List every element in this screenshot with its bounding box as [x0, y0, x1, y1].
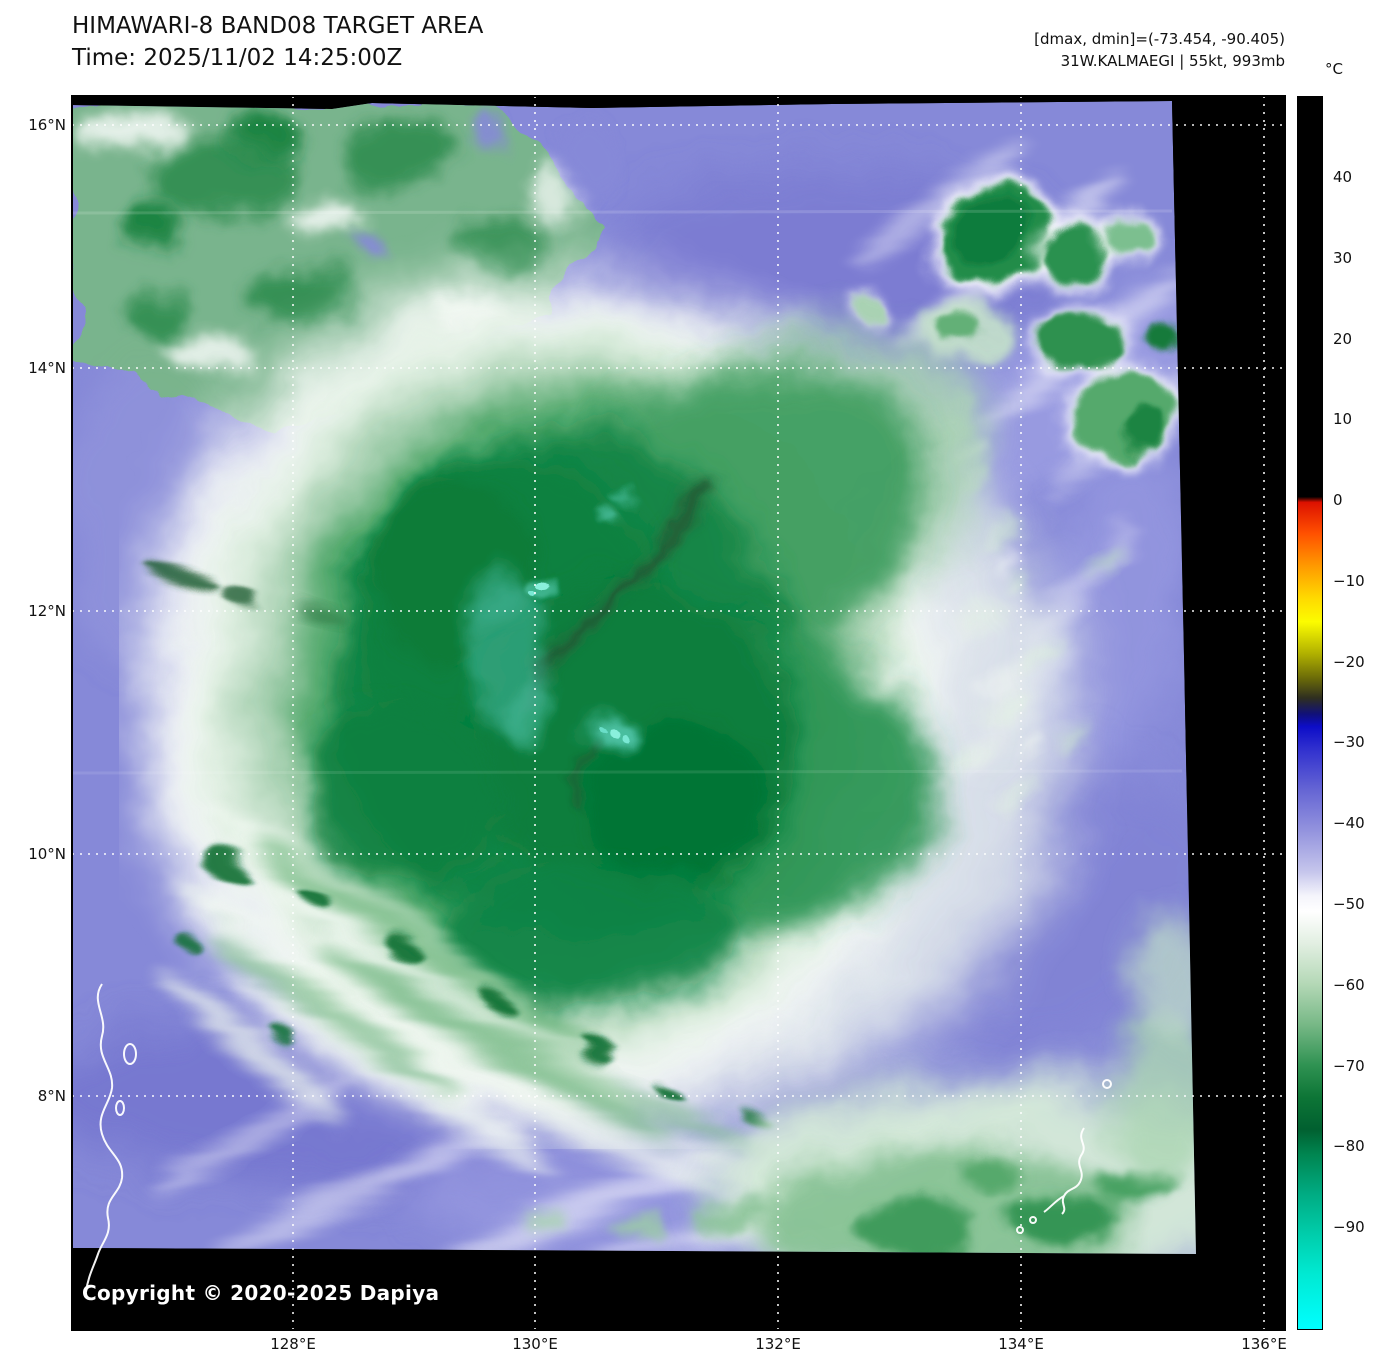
- coastline: [85, 983, 137, 1293]
- storm-info-annotation: 31W.KALMAEGI | 55kt, 993mb: [1060, 52, 1285, 70]
- scan-artifact-line: [72, 769, 1183, 775]
- y-axis-tick-label: 12°N: [28, 602, 66, 620]
- southwest-banding: [143, 558, 820, 1211]
- data-swath: [72, 101, 1196, 1254]
- colorbar-tick-label: −80: [1333, 1137, 1365, 1155]
- colorbar-tick-label: −40: [1333, 814, 1365, 832]
- temperature-colorbar: [1297, 96, 1323, 1330]
- y-axis-tick-label: 8°N: [37, 1087, 66, 1105]
- scan-artifact-line: [72, 209, 1173, 215]
- y-axis-tick-label: 10°N: [28, 845, 66, 863]
- y-axis-tick-label: 14°N: [28, 359, 66, 377]
- colorbar-tick-label: −70: [1333, 1057, 1365, 1075]
- x-axis-tick-label: 136°E: [1241, 1335, 1287, 1353]
- graticule-gridlines: [72, 96, 1285, 1330]
- southeast-cloud-band: [518, 916, 1196, 1254]
- x-axis-tick-label: 128°E: [270, 1335, 316, 1353]
- satellite-map: Copyright © 2020-2025 Dapiya: [71, 95, 1286, 1331]
- copyright-watermark: Copyright © 2020-2025 Dapiya: [82, 1281, 440, 1305]
- colorbar-tick-label: 0: [1333, 491, 1343, 509]
- timestamp-label: Time: 2025/11/02 14:25:00Z: [72, 45, 403, 71]
- northwest-cloud-field: [72, 102, 618, 426]
- x-axis-tick-label: 132°E: [755, 1335, 801, 1353]
- coldest-overshooting-top: [536, 579, 548, 591]
- colorbar-tick-label: −50: [1333, 895, 1365, 913]
- x-axis-tick-label: 130°E: [512, 1335, 558, 1353]
- satellite-imagery: [71, 95, 1286, 1331]
- northeast-convective-cells: [848, 180, 1185, 458]
- colorbar-tick-label: −10: [1333, 572, 1365, 590]
- y-axis-tick-label: 16°N: [28, 116, 66, 134]
- x-axis-tick-label: 134°E: [998, 1335, 1044, 1353]
- coldest-overshooting-top: [599, 721, 611, 733]
- colorbar-tick-label: 30: [1333, 249, 1353, 267]
- colorbar-tick-label: −60: [1333, 976, 1365, 994]
- colorbar-unit-label: °C: [1325, 60, 1343, 78]
- colorbar-tick-label: −30: [1333, 733, 1365, 751]
- colorbar-tick-label: 20: [1333, 330, 1353, 348]
- colorbar-tick-label: 10: [1333, 410, 1353, 428]
- island-outline-palau: [1016, 1079, 1112, 1234]
- dmax-dmin-annotation: [dmax, dmin]=(-73.454, -90.405): [1034, 30, 1285, 48]
- colorbar-tick-label: −90: [1333, 1218, 1365, 1236]
- typhoon-cloud-shield: [142, 276, 1072, 1126]
- colorbar-tick-label: 40: [1333, 168, 1353, 186]
- colorbar-tick-label: −20: [1333, 653, 1365, 671]
- page-title: HIMAWARI-8 BAND08 TARGET AREA: [72, 13, 484, 39]
